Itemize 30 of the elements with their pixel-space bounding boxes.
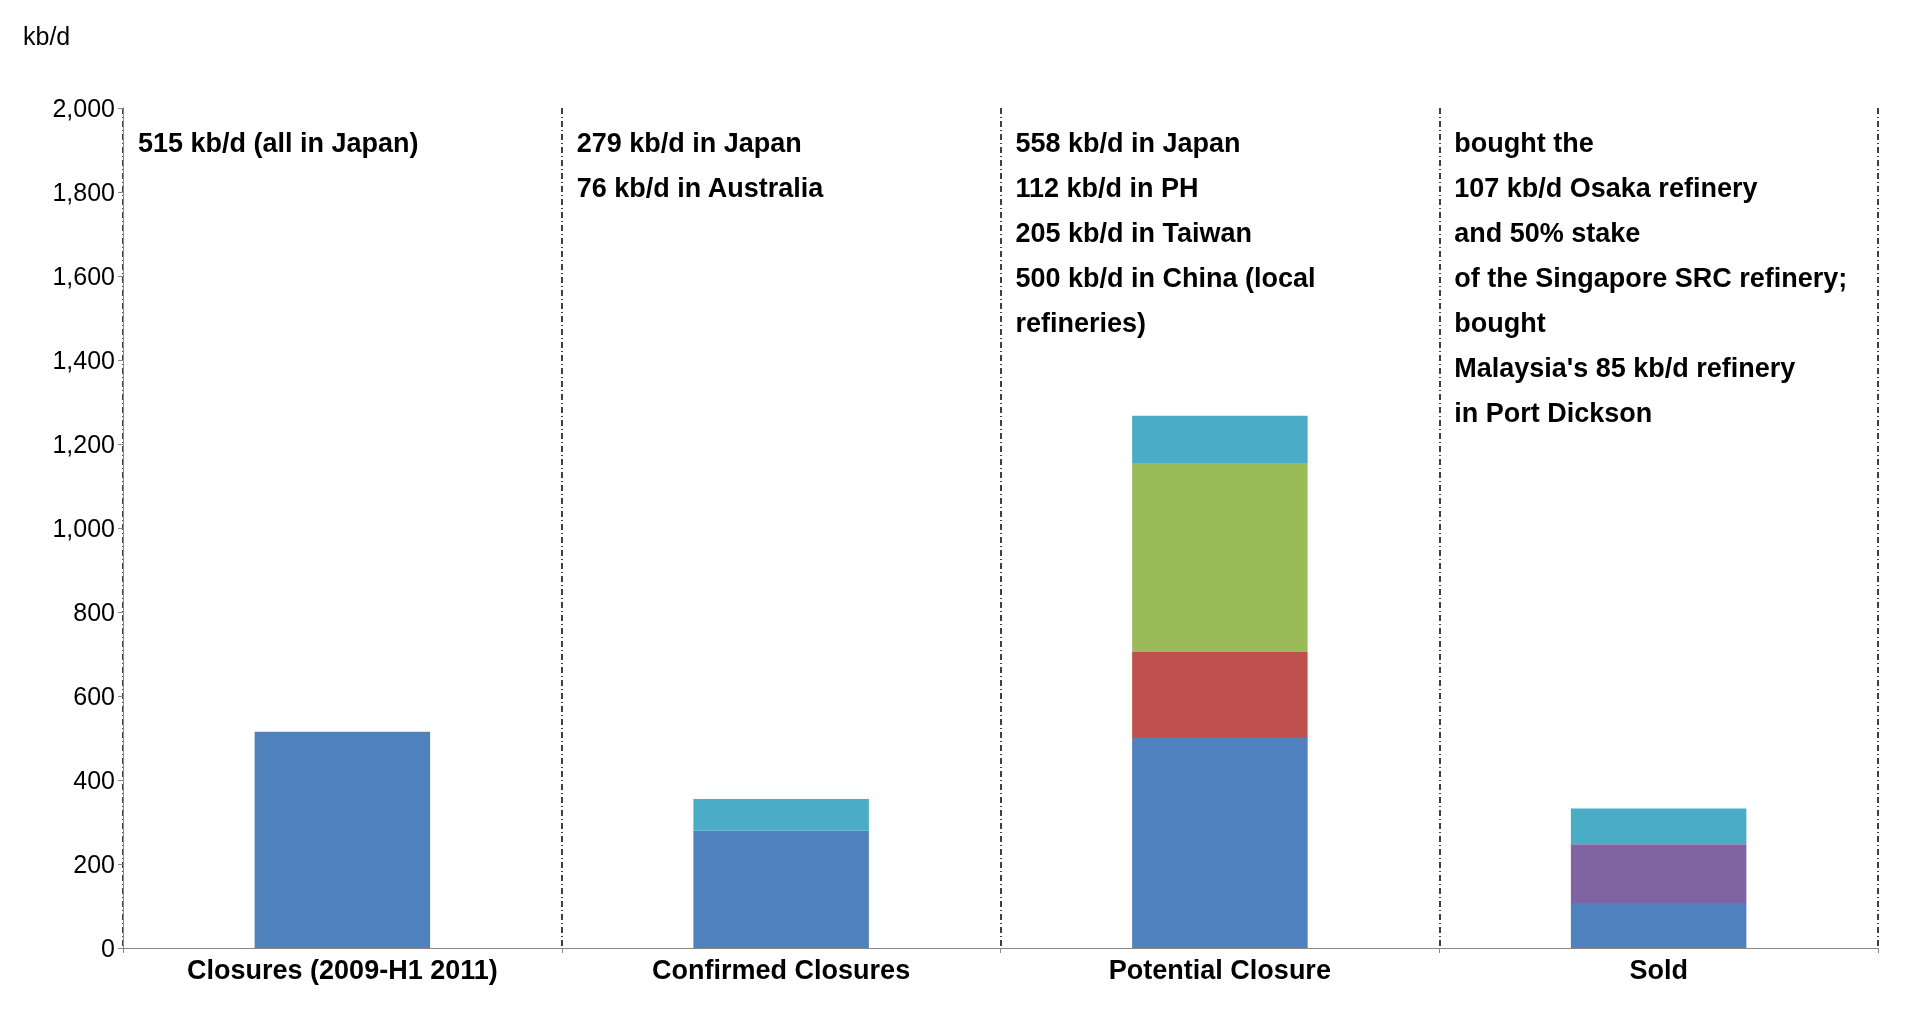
y-tick-label: 400 bbox=[73, 766, 115, 794]
y-tick-label: 800 bbox=[73, 598, 115, 626]
x-tick-label: Closures (2009-H1 2011) bbox=[187, 954, 498, 985]
annotation: bought the 107 kb/d Osaka refinery and 50% stake of the Singapore SRC refinery; bought Malaysia's 85 kb/d refinery in Port Dickson bbox=[1454, 127, 1848, 428]
bar bbox=[693, 830, 869, 948]
bar bbox=[1132, 462, 1308, 652]
bar bbox=[1132, 415, 1308, 463]
bar bbox=[1132, 738, 1308, 948]
y-tick-label: 2,000 bbox=[52, 94, 115, 122]
bar bbox=[254, 731, 431, 948]
bar bbox=[1570, 903, 1747, 948]
bar bbox=[1132, 651, 1308, 738]
y-tick-label: 600 bbox=[73, 682, 115, 710]
x-tick-label: Sold bbox=[1629, 954, 1688, 985]
y-tick-label: 200 bbox=[73, 850, 115, 878]
annotation: 279 kb/d in Japan 76 kb/d in Australia bbox=[576, 127, 825, 203]
bar bbox=[1570, 808, 1747, 845]
y-axis-title: kb/d bbox=[23, 21, 71, 50]
y-tick-label: 1,200 bbox=[52, 430, 115, 458]
x-tick-label: Potential Closure bbox=[1108, 954, 1331, 985]
bar bbox=[1570, 844, 1747, 904]
y-tick-label: 1,400 bbox=[52, 346, 115, 374]
annotation: 515 kb/d (all in Japan) bbox=[138, 127, 419, 158]
x-tick-label: Confirmed Closures bbox=[652, 954, 911, 985]
y-tick-label: 1,000 bbox=[52, 514, 115, 542]
bar bbox=[693, 798, 869, 831]
annotation: 558 kb/d in Japan 112 kb/d in PH 205 kb/d in Taiwan 500 kb/d in China (local refineries) bbox=[1015, 127, 1316, 338]
y-tick-label: 1,600 bbox=[52, 262, 115, 290]
y-tick-label: 0 bbox=[101, 934, 115, 962]
y-tick-label: 1,800 bbox=[52, 178, 115, 206]
